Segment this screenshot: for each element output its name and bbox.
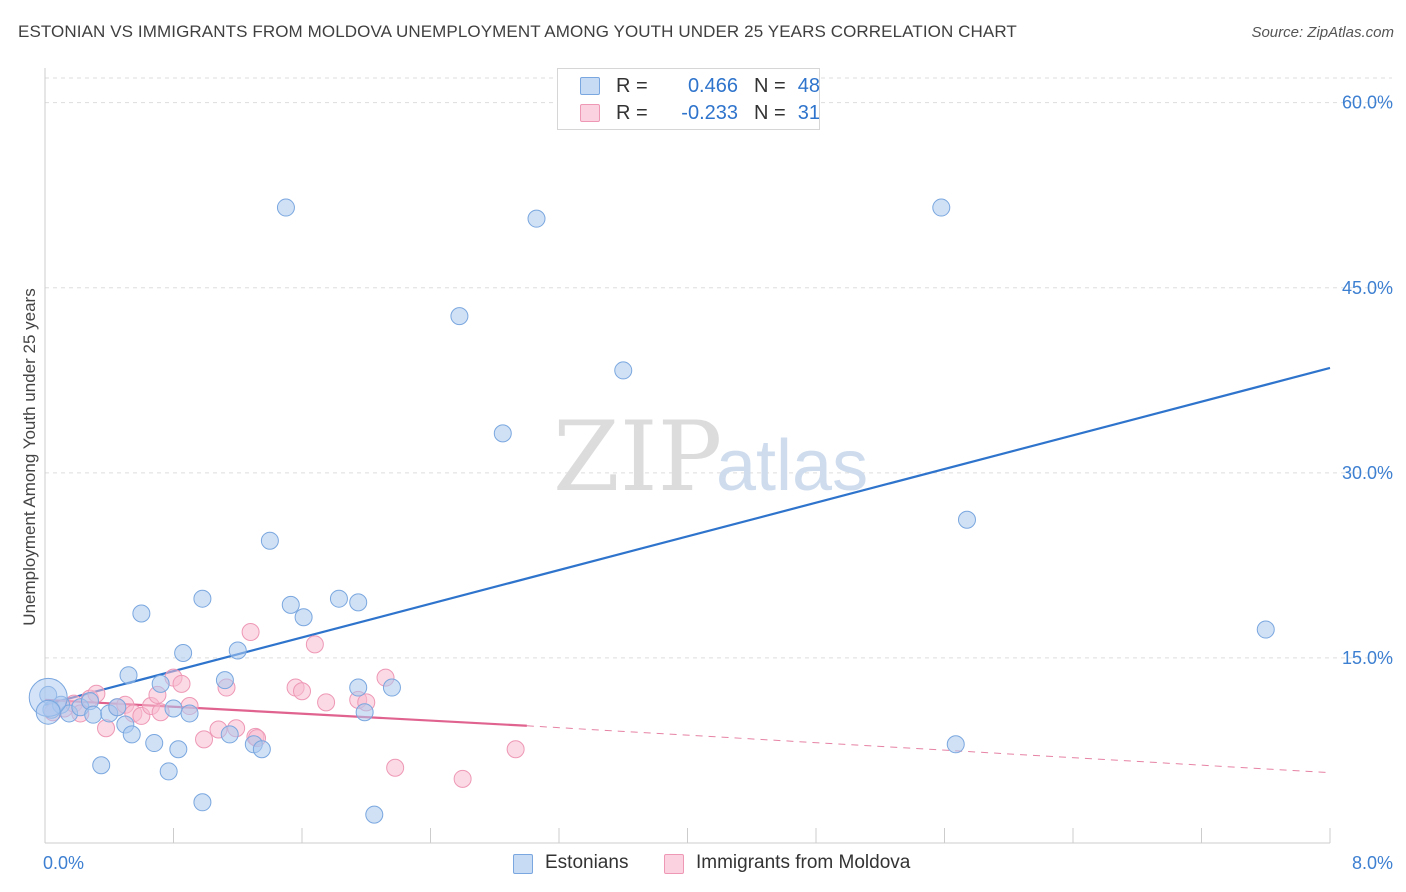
series-label-moldova: Immigrants from Moldova [696, 852, 911, 873]
estonians-point [252, 740, 271, 759]
estonians-point [614, 361, 633, 380]
watermark-atlas: atlas [716, 426, 868, 506]
legend-n-value: 31 [797, 102, 820, 124]
moldova-trend-extension [526, 725, 1331, 774]
estonians-point [151, 674, 170, 693]
estonians-point [145, 734, 164, 753]
estonians-point [159, 762, 178, 781]
moldova-point [305, 635, 324, 654]
legend-r-label: R = [616, 102, 648, 124]
estonians-point [932, 198, 951, 217]
estonians-point [122, 725, 141, 744]
estonians-point [132, 604, 151, 623]
estonians-point [169, 740, 188, 759]
legend-n-label: N = [754, 75, 786, 97]
estonians-point-large [35, 699, 61, 725]
watermark-zip: ZIP [553, 401, 722, 513]
estonians-point [294, 608, 313, 627]
moldova-point [195, 730, 214, 749]
estonians-point [450, 307, 469, 326]
estonians-point [276, 198, 295, 217]
estonians-point [329, 589, 348, 608]
estonians-point [220, 725, 239, 744]
moldova-point [172, 674, 191, 693]
y-axis-label: Unemployment Among Youth under 25 years [20, 288, 39, 625]
estonians-point [1256, 620, 1275, 639]
estonians-point [349, 593, 368, 612]
estonians-point [957, 510, 976, 529]
grid-layer [45, 77, 1392, 659]
estonians-point [228, 641, 247, 660]
estonians-point [355, 703, 374, 722]
chart-title: ESTONIAN VS IMMIGRANTS FROM MOLDOVA UNEM… [18, 22, 1017, 41]
moldova-point [293, 682, 311, 701]
y-tick-label: 45.0% [1342, 278, 1393, 298]
estonians-point [215, 671, 234, 690]
correlation-legend: R = 0.466 N = 48 R = -0.233 N = 31 [557, 68, 820, 130]
legend-swatch-estonians [580, 77, 600, 95]
axis-layer: 15.0% 30.0% 45.0% 60.0% 0.0% 8.0% [43, 68, 1393, 873]
legend-r-value: 0.466 [687, 75, 738, 97]
estonians-point [382, 678, 401, 697]
source-label: Source: ZipAtlas.com [1251, 24, 1394, 41]
estonians-trend-line [44, 366, 1331, 706]
estonians-point [281, 595, 300, 614]
legend-r-value: -0.233 [681, 102, 738, 124]
estonians-point [493, 424, 512, 443]
points-layer [28, 198, 1275, 824]
estonians-point [108, 698, 127, 717]
moldova-point [241, 623, 260, 642]
legend-n-label: N = [754, 102, 786, 124]
estonians-point [946, 735, 965, 754]
y-tick-label: 60.0% [1342, 93, 1393, 113]
x-tick-label: 0.0% [43, 853, 84, 873]
estonians-point [365, 805, 384, 824]
series-swatch-moldova [664, 854, 684, 874]
series-swatch-estonians [513, 854, 533, 874]
moldova-point [97, 719, 116, 738]
moldova-point [317, 693, 336, 712]
legend-r-label: R = [616, 75, 648, 97]
estonians-point [84, 705, 103, 724]
watermark: ZIP atlas [553, 401, 868, 513]
estonians-point [92, 756, 111, 775]
estonians-point [193, 793, 212, 812]
series-label-estonians: Estonians [545, 852, 629, 873]
y-tick-label: 15.0% [1342, 648, 1393, 668]
legend-swatch-moldova [580, 104, 600, 122]
estonians-point [349, 678, 368, 697]
moldova-point [506, 740, 525, 759]
x-tick-label: 8.0% [1352, 853, 1393, 873]
estonians-point [193, 589, 212, 608]
estonians-point [174, 643, 193, 662]
estonians-point [119, 666, 138, 685]
estonians-point [180, 704, 199, 723]
estonians-point [527, 209, 546, 228]
y-tick-label: 30.0% [1342, 463, 1393, 483]
estonians-point [260, 531, 279, 550]
moldova-point [386, 758, 405, 777]
legend-n-value: 48 [797, 75, 820, 97]
moldova-point [453, 769, 472, 788]
estonians-point [164, 699, 183, 718]
